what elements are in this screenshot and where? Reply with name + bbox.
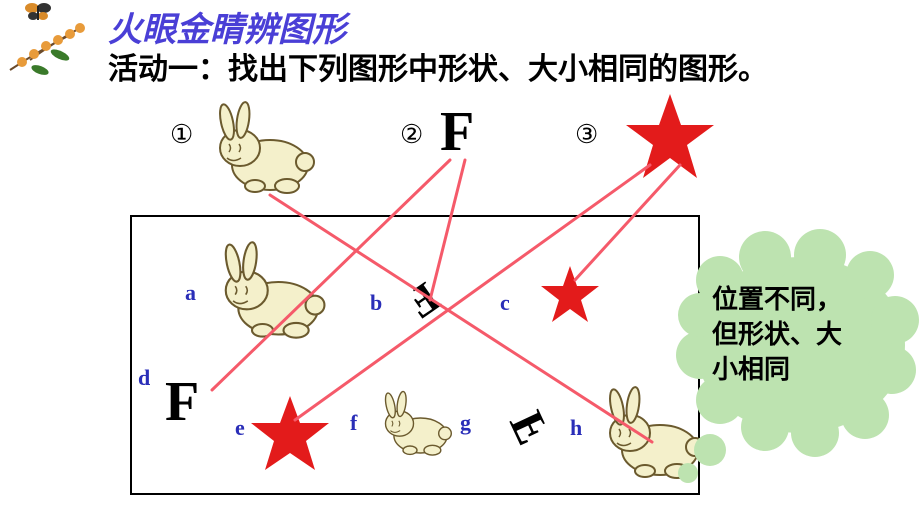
item-marker-3: ③ xyxy=(575,120,598,150)
rabbit-1 xyxy=(205,100,325,200)
label-d: d xyxy=(138,365,150,391)
label-b: b xyxy=(370,290,382,316)
item-marker-2: ② xyxy=(400,120,423,150)
corner-flower-icon xyxy=(0,0,110,90)
bubble-text: 位置不同， 但形状、大 小相同 xyxy=(712,282,842,387)
bubble-line-2: 但形状、大 xyxy=(712,317,842,352)
bubble-line-3: 小相同 xyxy=(712,352,842,387)
rabbit-f xyxy=(375,390,459,460)
shape-F-d: F xyxy=(165,370,199,434)
label-a: a xyxy=(185,280,196,306)
label-h: h xyxy=(570,415,582,441)
label-f: f xyxy=(350,410,357,436)
star-top xyxy=(622,90,718,186)
shape-F-top: F xyxy=(440,100,474,164)
rabbit-a xyxy=(210,240,336,345)
activity-instruction: 活动一：找出下列图形中形状、大小相同的图形。 xyxy=(108,44,768,88)
bubble-line-1: 位置不同， xyxy=(712,282,842,317)
label-e: e xyxy=(235,415,245,441)
item-marker-1: ① xyxy=(170,120,193,150)
label-g: g xyxy=(460,410,471,436)
label-c: c xyxy=(500,290,510,316)
diagram-stage: 火眼金睛辨图形 活动一：找出下列图形中形状、大小相同的图形。 ① ② ③ F a… xyxy=(0,0,920,518)
